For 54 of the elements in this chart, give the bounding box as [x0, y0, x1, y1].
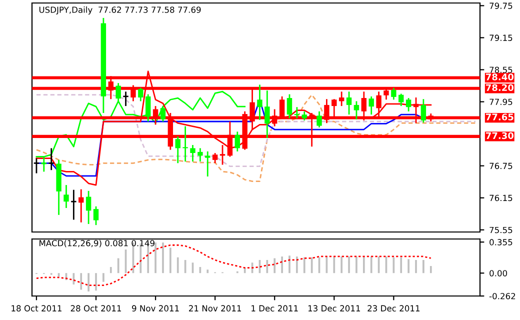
chart-title: USDJPY,Daily 77.62 77.73 77.58 77.69: [39, 6, 201, 14]
y-tick-label: 0.00: [490, 270, 508, 276]
candlestick: [346, 90, 352, 116]
candlestick: [398, 93, 404, 107]
candlestick: [182, 126, 188, 162]
candlestick: [368, 96, 374, 116]
y-tick-label: 79.15: [490, 34, 512, 41]
candlestick: [78, 188, 84, 224]
candlestick: [391, 87, 396, 100]
x-tick-label: 21 Nov 2011: [188, 305, 241, 312]
candlestick: [175, 136, 180, 164]
line-series: [36, 94, 476, 182]
candlestick: [70, 189, 77, 220]
ref-line-label: 77.65: [486, 114, 514, 120]
candlestick: [64, 184, 69, 209]
candlestick: [234, 130, 240, 152]
candlestick: [294, 106, 300, 119]
candlestick: [354, 100, 360, 120]
candlestick: [48, 148, 55, 171]
ref-line-label: 77.30: [486, 132, 514, 140]
candlestick: [420, 98, 426, 124]
candlestick: [257, 84, 262, 121]
ref-line-label: 78.40: [486, 74, 514, 80]
candlestick: [406, 97, 412, 112]
x-tick-label: 9 Nov 2011: [132, 305, 179, 312]
candlestick: [212, 152, 218, 164]
candlestick: [220, 144, 226, 166]
y-tick-label: -0.262: [489, 292, 516, 300]
candlestick: [205, 150, 210, 178]
candlestick: [190, 144, 196, 162]
candlestick: [160, 106, 166, 122]
candlestick: [264, 90, 270, 139]
candlestick: [93, 206, 99, 226]
candlestick: [145, 94, 151, 122]
y-tick-label: 75.55: [490, 226, 512, 234]
x-tick-label: 18 Oct 2011: [12, 305, 62, 312]
y-tick-label: 76.75: [490, 162, 512, 170]
y-tick-label: 78.55: [490, 66, 512, 74]
x-tick-label: 28 Oct 2011: [70, 305, 121, 312]
candlestick: [138, 87, 144, 102]
chart-title: MACD(12,26,9) 0.081 0.149: [40, 240, 154, 248]
x-tick-label: 23 Dec 2011: [368, 305, 420, 312]
y-tick-label: 79.75: [490, 2, 512, 9]
y-tick-label: 0.355: [490, 239, 512, 246]
y-tick-label: 76.15: [490, 194, 512, 202]
candlestick: [316, 110, 322, 128]
candlestick: [302, 110, 307, 122]
candlestick: [86, 190, 92, 225]
candlestick: [198, 148, 203, 162]
candlestick: [286, 94, 292, 119]
x-tick-label: 13 Dec 2011: [308, 305, 360, 312]
x-tick-label: 1 Dec 2011: [252, 305, 298, 312]
ref-line-label: 78.20: [486, 84, 514, 92]
y-tick-label: 77.95: [490, 98, 512, 106]
